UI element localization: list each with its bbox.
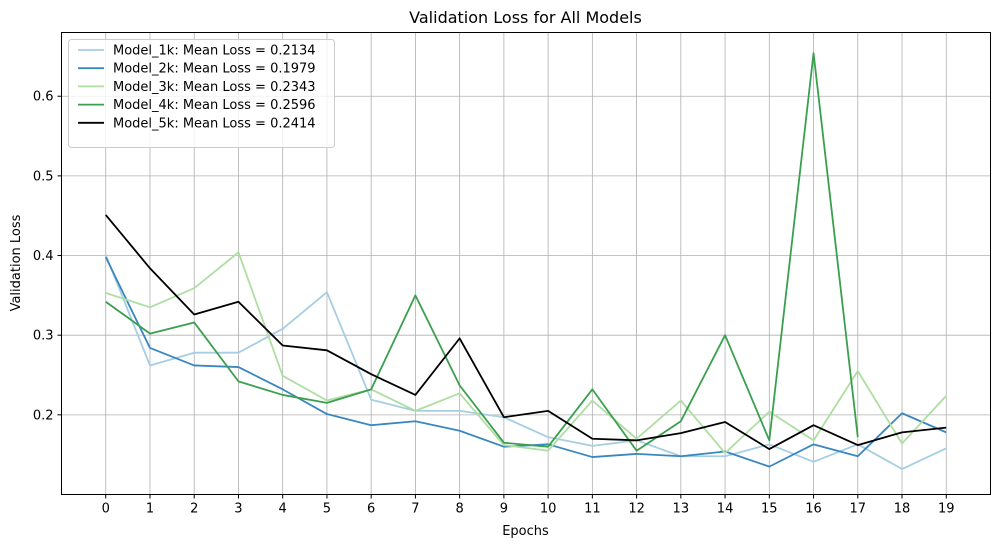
- x-tick-label: 0: [102, 502, 110, 517]
- x-axis-ticks: 0 1 2 3 4 5 6 7 8 9 10 11 12 13 14 15 16 17 18 19: [102, 494, 955, 517]
- x-tick-label: 5: [323, 502, 331, 517]
- legend-box: [68, 39, 335, 148]
- x-tick-label: 9: [500, 502, 508, 517]
- legend-label: Model_2k: Mean Loss = 0.1979: [113, 62, 316, 77]
- legend-label: Model_4k: Mean Loss = 0.2596: [113, 98, 316, 113]
- series-line-3: [105, 251, 947, 454]
- y-axis-label: Validation Loss: [9, 214, 24, 311]
- x-axis-label: Epochs: [502, 524, 549, 539]
- x-tick-label: 19: [938, 502, 955, 517]
- legend-label: Model_1k: Mean Loss = 0.2134: [113, 44, 316, 59]
- x-tick-label: 16: [805, 502, 822, 517]
- series-lines: [104, 52, 947, 470]
- x-tick-label: 13: [673, 502, 690, 517]
- y-tick-label: 0.4: [33, 249, 54, 264]
- x-tick-label: 11: [584, 502, 601, 517]
- legend: Model_1k: Mean Loss = 0.2134 Model_2k: Me…: [68, 39, 335, 148]
- x-tick-label: 7: [411, 502, 419, 517]
- series-line-5: [105, 214, 947, 451]
- y-tick-label: 0.6: [33, 90, 54, 105]
- y-tick-label: 0.5: [33, 169, 54, 184]
- y-tick-label: 0.3: [33, 329, 54, 344]
- plot-frame: [61, 32, 991, 495]
- x-tick-label: 4: [279, 502, 287, 517]
- y-tick-label: 0.2: [33, 408, 54, 423]
- chart-title: Validation Loss for All Models: [409, 8, 642, 27]
- x-tick-label: 10: [540, 502, 557, 517]
- x-tick-label: 14: [717, 502, 734, 517]
- x-tick-label: 18: [894, 502, 911, 517]
- x-tick-label: 3: [234, 502, 242, 517]
- x-tick-label: 15: [761, 502, 778, 517]
- y-axis-ticks: 0.2 0.3 0.4 0.5 0.6: [33, 90, 62, 423]
- x-tick-label: 6: [367, 502, 375, 517]
- x-tick-label: 17: [850, 502, 867, 517]
- x-tick-label: 2: [190, 502, 198, 517]
- series-line-4: [105, 52, 859, 452]
- x-tick-label: 12: [628, 502, 645, 517]
- x-tick-label: 1: [146, 502, 154, 517]
- series-line-1: [104, 254, 947, 470]
- legend-label: Model_3k: Mean Loss = 0.2343: [113, 80, 316, 95]
- x-tick-label: 8: [456, 502, 464, 517]
- legend-label: Model_5k: Mean Loss = 0.2414: [113, 116, 316, 131]
